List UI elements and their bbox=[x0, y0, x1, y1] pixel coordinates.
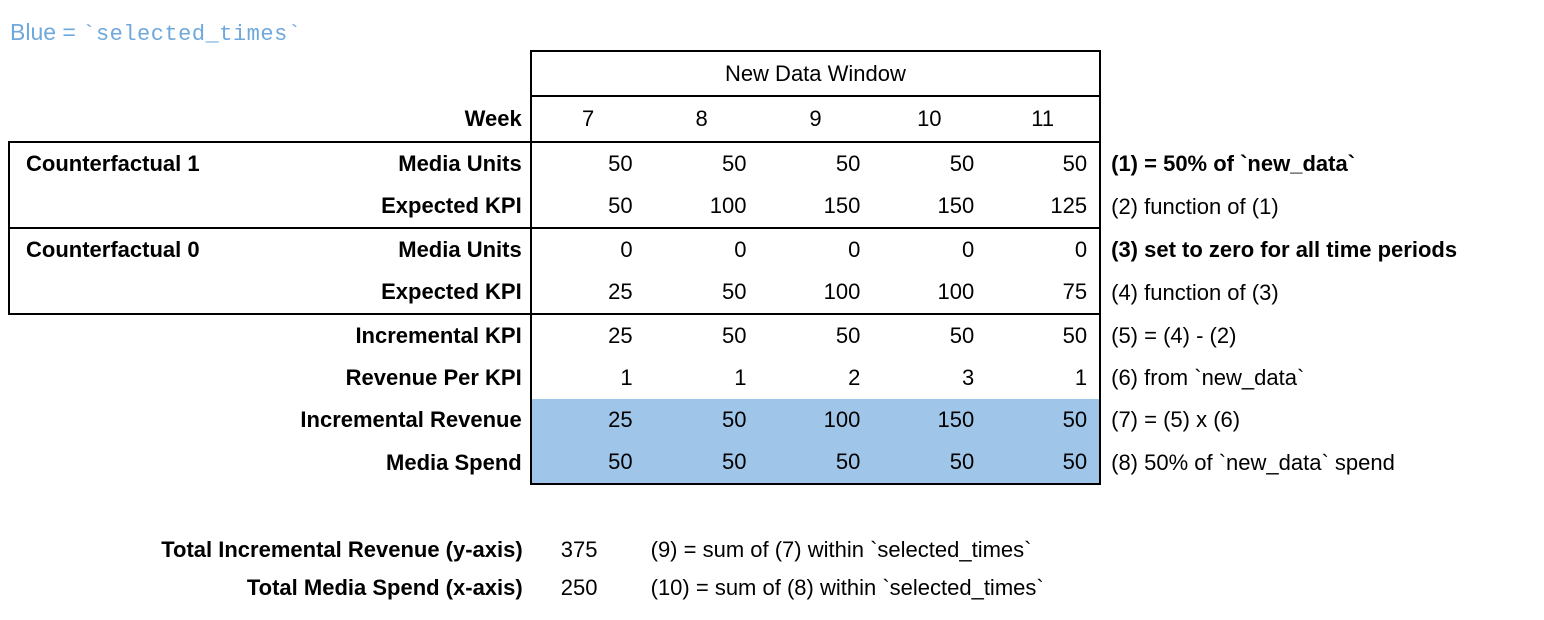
week-label: Week bbox=[9, 96, 531, 143]
legend-prefix: Blue = bbox=[10, 19, 83, 45]
data-cell: 50 bbox=[835, 323, 861, 348]
data-cell: 1 bbox=[734, 365, 747, 390]
row-label: Media Units bbox=[398, 151, 522, 176]
row-annotation: (2) function of (1) bbox=[1111, 193, 1279, 219]
data-cell: 50 bbox=[722, 151, 747, 176]
group-label-counterfactual-1: Counterfactual 1 bbox=[26, 151, 200, 176]
week-cell: 7 bbox=[529, 96, 645, 143]
row-label-cell: Counterfactual 0 Media Units bbox=[8, 228, 531, 271]
data-cell-highlighted: 150 bbox=[872, 399, 987, 441]
data-cell: 50 bbox=[949, 323, 975, 348]
total-annotation: (10) = sum of (8) within `selected_times… bbox=[650, 575, 1044, 600]
data-cell-highlighted: 50 bbox=[529, 441, 645, 485]
table-row-cf0-expected-kpi: Expected KPI 25 50 100 100 75 (4) functi… bbox=[8, 271, 1544, 315]
data-cell-highlighted: 50 bbox=[986, 441, 1102, 485]
data-cell: 50 bbox=[986, 142, 1102, 185]
total-value: 375 bbox=[560, 537, 598, 562]
week-cell: 10 bbox=[872, 96, 987, 143]
data-cell: 2 bbox=[848, 365, 861, 390]
total-row-incremental-revenue: Total Incremental Revenue (y-axis) 375 (… bbox=[9, 531, 1544, 569]
empty-cell bbox=[1100, 96, 1544, 142]
data-cell-highlighted: 50 bbox=[644, 399, 759, 441]
table-row-header: New Data Window bbox=[9, 50, 1544, 97]
data-cell: 25 bbox=[529, 314, 645, 357]
data-cell: 125 bbox=[986, 185, 1102, 229]
total-label: Total Media Spend (x-axis) bbox=[246, 575, 523, 600]
table-row-revenue-per-kpi: Revenue Per KPI 1 1 2 3 1 (6) from `new_… bbox=[9, 357, 1544, 399]
row-label: Expected KPI bbox=[8, 185, 531, 229]
data-cell: 75 bbox=[986, 271, 1102, 315]
counterfactual-table: New Data Window Week 7 8 9 10 11 Counter… bbox=[8, 50, 1544, 607]
total-annotation: (9) = sum of (7) within `selected_times` bbox=[650, 537, 1032, 562]
data-cell-highlighted: 100 bbox=[758, 399, 873, 441]
new-data-window-header: New Data Window bbox=[529, 50, 1102, 97]
legend-blue-note: Blue = `selected_times` bbox=[10, 19, 301, 47]
data-cell: 100 bbox=[872, 271, 987, 315]
row-label: Media Units bbox=[398, 237, 522, 262]
table-row-week: Week 7 8 9 10 11 bbox=[9, 96, 1544, 143]
row-label: Media Spend bbox=[386, 449, 522, 475]
data-cell: 150 bbox=[872, 185, 987, 229]
row-label: Expected KPI bbox=[8, 271, 531, 315]
table-row-incremental-kpi: Incremental KPI 25 50 50 50 50 (5) = (4)… bbox=[9, 314, 1544, 357]
data-cell: 0 bbox=[962, 237, 975, 262]
data-cell: 0 bbox=[986, 228, 1102, 271]
table-row-cf0-media-units: Counterfactual 0 Media Units 0 0 0 0 0 (… bbox=[8, 228, 1544, 271]
data-cell: 1 bbox=[529, 357, 645, 399]
total-row-media-spend: Total Media Spend (x-axis) 250 (10) = su… bbox=[9, 569, 1544, 607]
row-annotation: (5) = (4) - (2) bbox=[1111, 322, 1237, 348]
data-cell: 50 bbox=[949, 151, 975, 176]
data-cell: 50 bbox=[986, 314, 1102, 357]
row-annotation: (8) 50% of `new_data` spend bbox=[1111, 449, 1395, 475]
data-cell-highlighted: 50 bbox=[758, 441, 873, 485]
data-cell-highlighted: 50 bbox=[986, 399, 1102, 441]
spacer-row bbox=[9, 484, 1544, 531]
data-cell: 150 bbox=[758, 185, 873, 229]
data-cell-highlighted: 50 bbox=[872, 441, 987, 485]
data-cell: 100 bbox=[758, 271, 873, 315]
total-value: 250 bbox=[560, 575, 598, 600]
total-label: Total Incremental Revenue (y-axis) bbox=[161, 537, 523, 562]
data-cell: 25 bbox=[529, 271, 645, 315]
row-label-cell: Counterfactual 1 Media Units bbox=[8, 142, 531, 185]
data-cell: 0 bbox=[848, 237, 861, 262]
week-cell: 11 bbox=[986, 96, 1102, 143]
table-row-cf1-expected-kpi: Expected KPI 50 100 150 150 125 (2) func… bbox=[8, 185, 1544, 229]
row-annotation: (1) = 50% of `new_data` bbox=[1111, 150, 1356, 176]
row-annotation: (3) set to zero for all time periods bbox=[1111, 236, 1458, 262]
data-cell: 0 bbox=[529, 228, 645, 271]
row-annotation: (4) function of (3) bbox=[1111, 279, 1279, 305]
row-label: Incremental Revenue bbox=[300, 407, 522, 432]
data-cell: 3 bbox=[962, 365, 975, 390]
table-row-cf1-media-units: Counterfactual 1 Media Units 50 50 50 50… bbox=[8, 142, 1544, 185]
legend-code: `selected_times` bbox=[82, 22, 302, 47]
data-cell: 50 bbox=[529, 142, 645, 185]
data-cell: 50 bbox=[722, 323, 747, 348]
group-label-counterfactual-0: Counterfactual 0 bbox=[26, 237, 200, 262]
week-cell: 8 bbox=[644, 96, 759, 143]
data-cell-highlighted: 50 bbox=[644, 441, 759, 485]
data-cell: 1 bbox=[986, 357, 1102, 399]
data-cell: 50 bbox=[529, 185, 645, 229]
table-row-media-spend: Media Spend 50 50 50 50 50 (8) 50% of `n… bbox=[9, 441, 1544, 485]
row-label: Revenue Per KPI bbox=[345, 365, 522, 390]
data-cell: 50 bbox=[835, 151, 861, 176]
row-label: Incremental KPI bbox=[355, 323, 522, 348]
data-cell: 0 bbox=[734, 237, 747, 262]
data-cell: 100 bbox=[644, 185, 759, 229]
row-annotation: (6) from `new_data` bbox=[1111, 365, 1305, 390]
data-cell: 50 bbox=[644, 271, 759, 315]
row-annotation: (7) = (5) x (6) bbox=[1111, 407, 1241, 432]
table-row-incremental-revenue: Incremental Revenue 25 50 100 150 50 (7)… bbox=[9, 399, 1544, 441]
data-cell-highlighted: 25 bbox=[529, 399, 645, 441]
week-cell: 9 bbox=[758, 96, 873, 143]
empty-cell bbox=[1100, 51, 1544, 96]
empty-cell bbox=[9, 51, 531, 96]
